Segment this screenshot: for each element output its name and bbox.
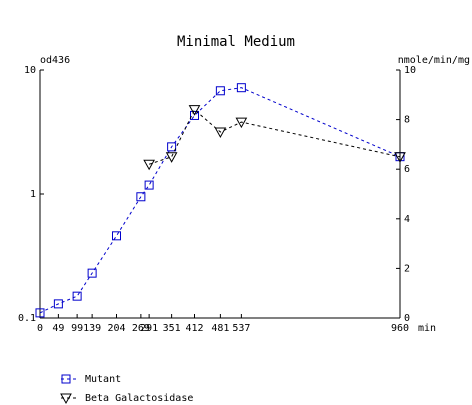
x-tick-label: 0 [37, 323, 43, 334]
y2-tick-label: 10 [404, 65, 416, 76]
data-point [136, 192, 146, 202]
data-point [190, 110, 199, 120]
legend-marker [60, 393, 72, 405]
y2-tick-label: 6 [404, 164, 410, 175]
data-point [53, 299, 63, 309]
x-tick-label: 537 [232, 323, 250, 334]
x-tick-label: 960 [391, 323, 409, 334]
y2-tick-label: 0 [404, 313, 410, 324]
y2-tick-label: 8 [404, 115, 410, 126]
data-point [35, 308, 45, 318]
x-tick-label: 351 [163, 323, 181, 334]
x-tick-label: 269 [132, 323, 150, 334]
data-point [214, 127, 227, 139]
data-point [72, 291, 82, 301]
data-point [112, 231, 121, 241]
data-point [188, 105, 201, 116]
x-tick-label: 99 [71, 323, 83, 334]
data-point [235, 117, 248, 129]
legend-label: Beta Galactosidase [85, 393, 193, 404]
data-point [394, 152, 406, 163]
data-point [144, 180, 154, 190]
y2-tick-label: 4 [404, 214, 410, 225]
x-tick-label: 139 [83, 323, 101, 334]
series-line [148, 108, 401, 165]
data-point [236, 83, 246, 93]
y-tick-label: 1 [30, 189, 36, 200]
y2-axis-label: nmole/min/mg [398, 55, 470, 66]
legend-marker [61, 374, 71, 384]
data-point [167, 142, 177, 152]
data-point [165, 152, 178, 163]
y-tick-label: 10 [24, 65, 36, 76]
chart-title: Minimal Medium [177, 34, 295, 50]
x-tick-label: 291 [140, 323, 158, 334]
data-point [215, 86, 225, 96]
data-point [143, 159, 155, 171]
x-tick-label: 204 [107, 323, 125, 334]
x-tick-label: 49 [52, 323, 64, 334]
legend-label: Mutant [85, 374, 121, 385]
data-point [87, 268, 97, 278]
y-tick-label: 0.1 [18, 313, 36, 324]
x-tick-label: 481 [211, 323, 229, 334]
series-line [39, 87, 401, 314]
x-tick-label: 412 [185, 323, 203, 334]
y2-tick-label: 2 [404, 263, 410, 274]
y-axis-label: od436 [40, 55, 70, 66]
x-axis-label: min [418, 323, 436, 334]
